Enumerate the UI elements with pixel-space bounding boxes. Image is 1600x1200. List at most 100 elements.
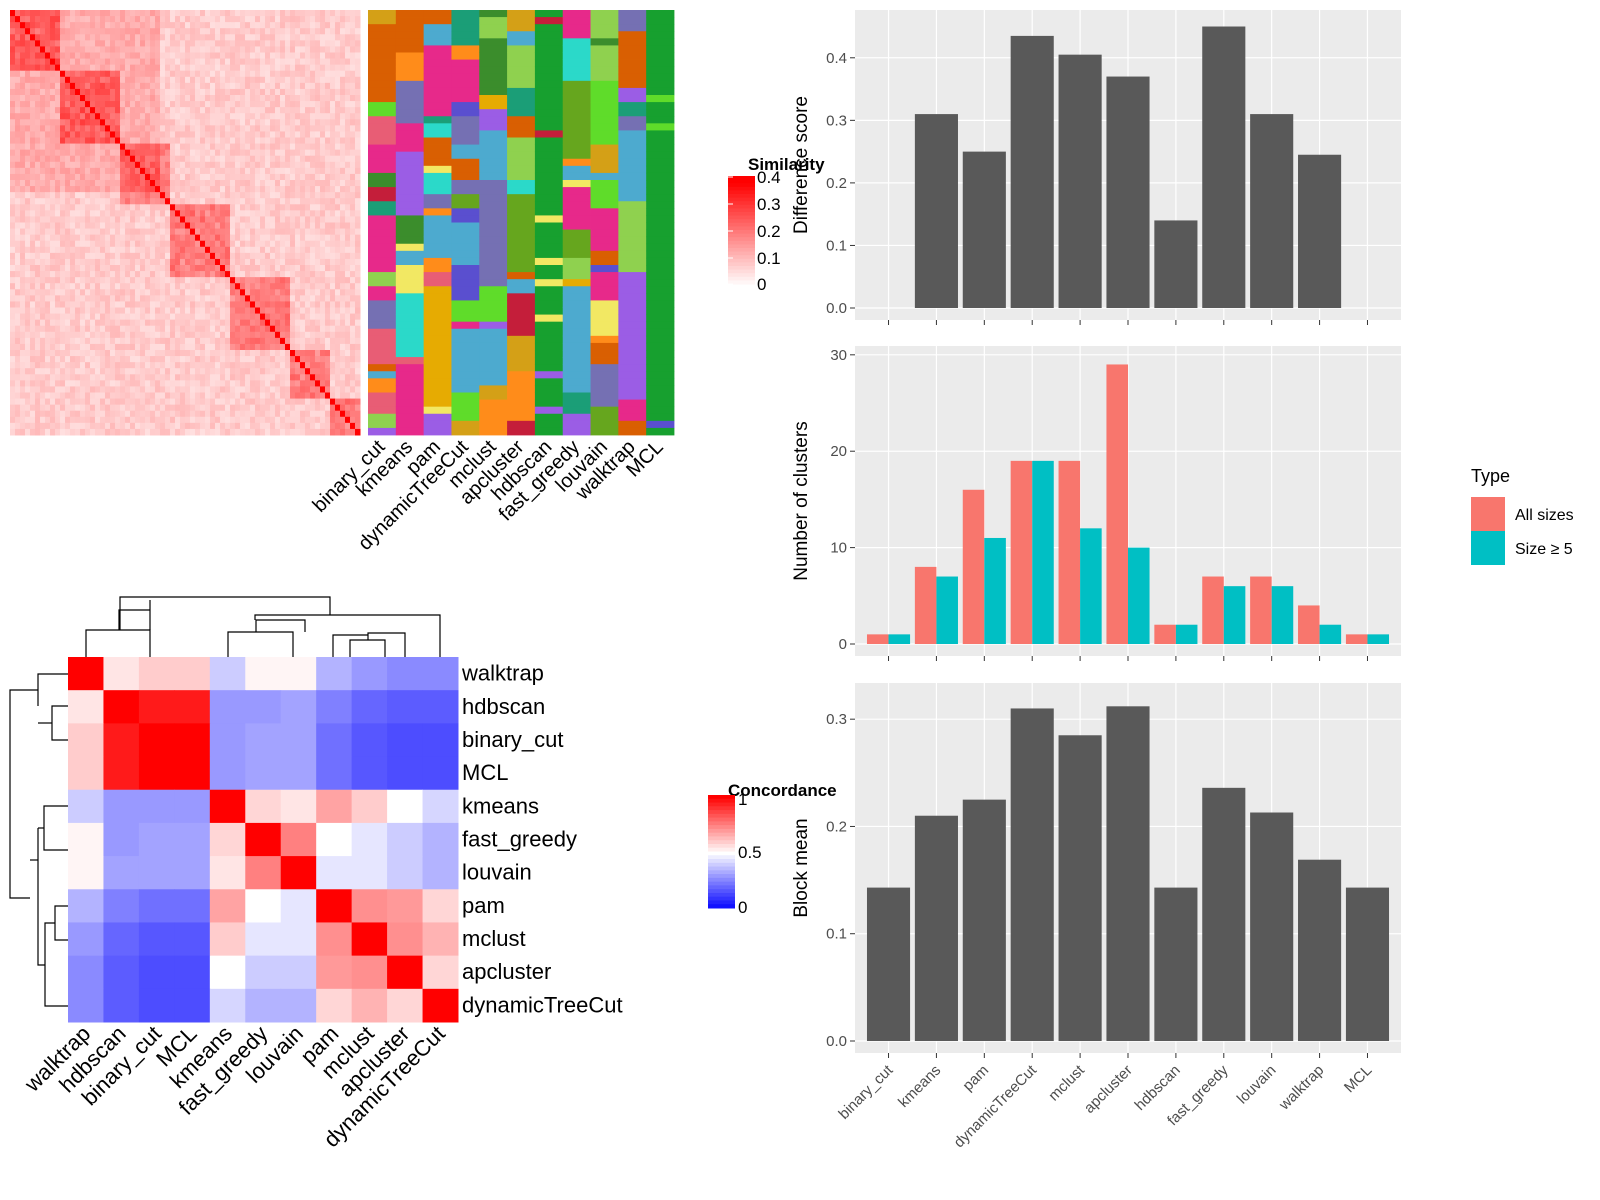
- similarity-cell: [25, 222, 31, 230]
- similarity-cell: [210, 210, 216, 217]
- similarity-cell: [60, 289, 66, 296]
- similarity-cell: [45, 337, 51, 345]
- similarity-cell: [210, 143, 216, 151]
- similarity-cell: [235, 173, 241, 181]
- similarity-cell: [25, 416, 31, 424]
- similarity-cell: [325, 350, 331, 357]
- similarity-cell: [170, 295, 176, 302]
- similarity-cell: [40, 16, 46, 23]
- similarity-cell: [170, 180, 176, 187]
- similarity-cell: [165, 198, 171, 205]
- similarity-cell: [185, 337, 191, 345]
- similarity-cell: [90, 161, 96, 169]
- similarity-cell: [240, 380, 246, 387]
- cluster-cell: [368, 413, 397, 422]
- similarity-cell: [95, 252, 101, 260]
- similarity-cell: [180, 246, 186, 254]
- similarity-cell: [125, 313, 131, 321]
- similarity-cell: [255, 271, 261, 278]
- similarity-cell: [155, 325, 161, 333]
- similarity-cell: [300, 228, 306, 236]
- similarity-cell: [295, 234, 301, 242]
- similarity-cell: [150, 34, 156, 41]
- similarity-cell: [330, 392, 336, 400]
- similarity-cell: [300, 204, 306, 211]
- similarity-cell: [105, 301, 111, 308]
- similarity-cell: [225, 34, 231, 41]
- similarity-cell: [30, 289, 36, 296]
- similarity-cell: [45, 307, 51, 315]
- similarity-cell: [165, 337, 171, 345]
- similarity-cell: [210, 192, 216, 199]
- similarity-cell: [60, 325, 66, 333]
- similarity-cell: [110, 362, 116, 369]
- similarity-cell: [30, 392, 36, 400]
- similarity-cell: [320, 258, 326, 266]
- similarity-cell: [195, 113, 201, 120]
- similarity-cell: [120, 131, 126, 138]
- similarity-cell: [210, 82, 216, 90]
- similarity-cell: [245, 149, 251, 157]
- similarity-cell: [20, 76, 26, 84]
- similarity-cell: [225, 246, 231, 254]
- similarity-cell: [55, 143, 61, 151]
- similarity-cell: [160, 107, 166, 114]
- similarity-cell: [50, 240, 56, 248]
- similarity-cell: [165, 240, 171, 248]
- similarity-cell: [175, 64, 181, 72]
- similarity-cell: [245, 422, 251, 430]
- similarity-cell: [170, 222, 176, 230]
- similarity-cell: [90, 155, 96, 163]
- similarity-cell: [350, 107, 356, 114]
- similarity-cell: [250, 368, 256, 375]
- similarity-cell: [250, 428, 256, 436]
- similarity-cell: [135, 143, 141, 151]
- cluster-cell: [368, 194, 397, 202]
- similarity-cell: [35, 113, 41, 120]
- similarity-cell: [215, 16, 221, 23]
- similarity-cell: [190, 10, 196, 17]
- similarity-cell: [330, 319, 336, 327]
- similarity-cell: [355, 28, 361, 35]
- similarity-cell: [320, 313, 326, 321]
- similarity-cell: [290, 337, 296, 345]
- similarity-cell: [350, 428, 356, 436]
- similarity-cell: [295, 343, 301, 351]
- similarity-cell: [310, 192, 316, 199]
- similarity-cell: [220, 368, 226, 375]
- similarity-cell: [80, 113, 86, 120]
- similarity-cell: [245, 107, 251, 114]
- similarity-cell: [95, 222, 101, 230]
- similarity-cell: [170, 428, 176, 436]
- similarity-cell: [190, 186, 196, 193]
- similarity-cell: [90, 107, 96, 114]
- similarity-cell: [185, 271, 191, 278]
- similarity-cell: [350, 52, 356, 60]
- similarity-cell: [35, 167, 41, 175]
- similarity-cell: [185, 410, 191, 418]
- similarity-cell: [290, 228, 296, 236]
- similarity-cell: [180, 113, 186, 120]
- similarity-cell: [90, 143, 96, 151]
- similarity-cell: [270, 234, 276, 242]
- similarity-cell: [315, 416, 321, 424]
- similarity-cell: [135, 167, 141, 175]
- similarity-cell: [270, 95, 276, 102]
- similarity-cell: [95, 149, 101, 157]
- similarity-cell: [320, 337, 326, 345]
- similarity-cell: [295, 155, 301, 163]
- similarity-cell: [220, 331, 226, 339]
- similarity-cell: [290, 167, 296, 175]
- similarity-cell: [240, 149, 246, 157]
- similarity-cell: [280, 95, 286, 102]
- similarity-cell: [110, 265, 116, 272]
- similarity-cell: [25, 289, 31, 296]
- similarity-cell: [345, 58, 351, 66]
- similarity-cell: [30, 350, 36, 357]
- similarity-cell: [40, 307, 46, 315]
- cluster-cell: [368, 102, 397, 110]
- similarity-cell: [150, 428, 156, 436]
- similarity-cell: [105, 240, 111, 248]
- similarity-cell: [10, 76, 16, 84]
- similarity-cell: [100, 301, 106, 308]
